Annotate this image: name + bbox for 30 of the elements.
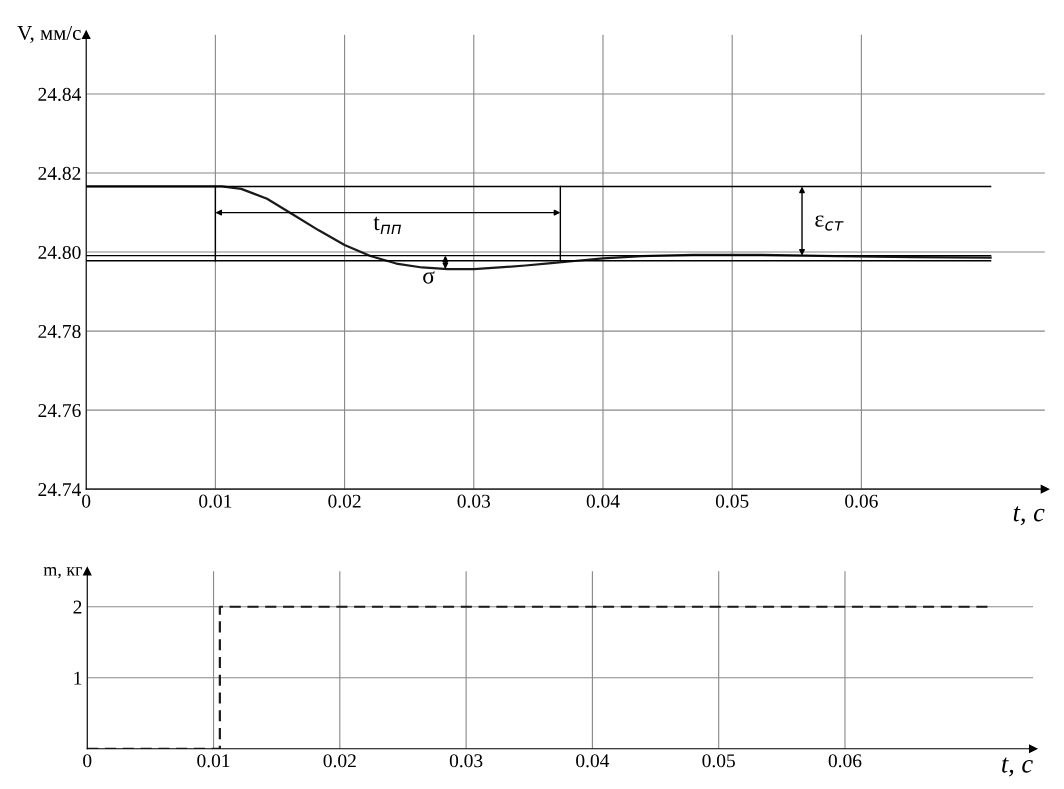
y-tick-label: 24.76 <box>38 404 81 418</box>
y-tick-label: 24.82 <box>38 166 81 181</box>
y-tick-label: 24.74 <box>38 483 82 497</box>
y-tick-label: 2 <box>73 600 82 614</box>
x-tick-label: 0.05 <box>702 754 735 768</box>
x-tick-label: 0.03 <box>449 754 483 768</box>
annotation: σ <box>423 271 435 284</box>
x-tick-label: 0.04 <box>586 494 620 508</box>
x-tick-label: 0.06 <box>828 754 862 768</box>
y-axis-title: m, кг <box>43 567 83 579</box>
x-tick-label: 0.01 <box>199 494 232 508</box>
x-tick-label: 0.05 <box>715 494 749 508</box>
annotation: ε$_{ст}$ <box>815 215 844 231</box>
x-tick-label: 0 <box>83 754 92 768</box>
x-axis-title: t, с <box>1013 506 1045 526</box>
y-tick-label: 24.80 <box>38 245 81 260</box>
y-tick-label: 24.84 <box>38 87 82 102</box>
line-series <box>86 185 992 271</box>
x-tick-label: 0.01 <box>197 754 230 768</box>
y-axis-title: V, мм/с <box>17 25 81 43</box>
x-tick-label: 0 <box>82 494 91 508</box>
x-axis-title: t, с <box>1002 757 1033 777</box>
x-tick-label: 0.03 <box>457 494 491 508</box>
annotation: t$_{пп}$ <box>373 216 401 234</box>
x-tick-label: 0.02 <box>323 754 356 768</box>
y-tick-label: 1 <box>74 671 82 685</box>
x-tick-label: 0.02 <box>328 494 361 508</box>
x-tick-label: 0.06 <box>845 494 878 508</box>
y-tick-label: 24.78 <box>38 324 81 339</box>
x-tick-label: 0.04 <box>576 754 610 768</box>
